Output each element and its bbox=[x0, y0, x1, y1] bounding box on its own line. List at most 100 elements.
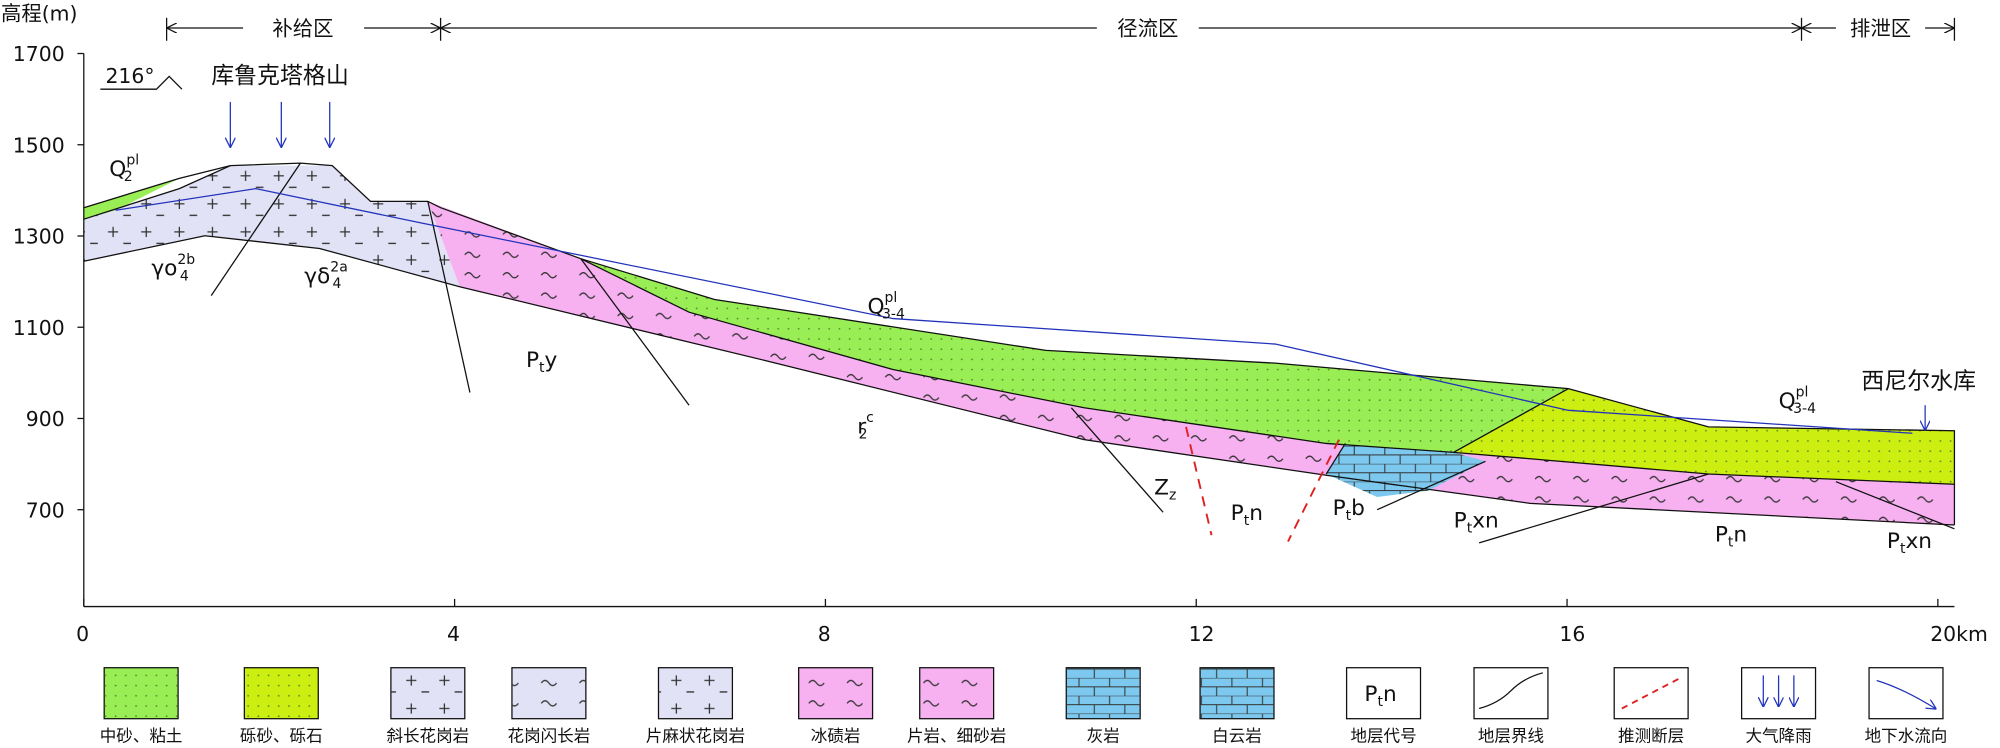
label-after: y bbox=[545, 348, 558, 373]
legend-label: 砾砂、砾石 bbox=[240, 727, 323, 746]
formation-label: Ptxn bbox=[1454, 509, 1499, 537]
legend-pattern bbox=[390, 667, 465, 719]
legend-label: 中砂、粘土 bbox=[100, 727, 183, 746]
formation-label: Qpl 3-4 bbox=[867, 290, 904, 323]
label-sub: 4 bbox=[333, 276, 342, 292]
formation-label: Qpl 3-4 bbox=[1779, 384, 1816, 417]
label-main: P bbox=[1333, 496, 1346, 521]
label-main: r bbox=[857, 414, 866, 439]
label-after: xn bbox=[1472, 509, 1499, 534]
legend-boundary bbox=[1478, 672, 1544, 710]
legend-label: 片麻状花岗岩 bbox=[646, 727, 745, 746]
zone-lines bbox=[165, 17, 1956, 41]
x-tick-label: 0 bbox=[76, 622, 89, 646]
sand-pattern bbox=[580, 258, 1955, 485]
label-sub: 3-4 bbox=[1793, 401, 1816, 417]
label-sub: 2 bbox=[859, 426, 868, 442]
label-sub: t bbox=[539, 360, 545, 376]
label-sub: 3-4 bbox=[882, 307, 905, 323]
label-sup: 2b bbox=[177, 252, 195, 268]
legend-swatch bbox=[1613, 667, 1689, 720]
groundwater-flow bbox=[115, 187, 1913, 434]
formation-label: Ptn bbox=[1715, 523, 1747, 551]
legend-label: 花岗闪长岩 bbox=[508, 727, 591, 746]
y-tick-label: 1300 bbox=[13, 225, 65, 249]
label-sub: t bbox=[1378, 694, 1384, 710]
formation-label: Ptxn bbox=[1887, 529, 1932, 557]
label-main: P bbox=[1887, 529, 1900, 554]
mountain: 库鲁克塔格山 bbox=[211, 63, 349, 89]
granite-pattern bbox=[83, 165, 460, 287]
formation-label: Ptn bbox=[1231, 501, 1263, 529]
legend-label: 地下水流向 bbox=[1865, 727, 1948, 746]
legend-label: 地层代号 bbox=[1350, 727, 1416, 746]
label-sub: t bbox=[1728, 535, 1734, 551]
label-after: xn bbox=[1905, 529, 1932, 554]
y-tick-label: 1700 bbox=[13, 42, 65, 66]
label-sup: 2a bbox=[330, 259, 347, 275]
legend-pattern bbox=[798, 667, 873, 719]
rain-arrows bbox=[230, 101, 1925, 429]
formation-label: Pty bbox=[526, 348, 558, 376]
label-main: γδ bbox=[304, 264, 330, 289]
formation-label: Ptn bbox=[1364, 682, 1396, 710]
boundaries bbox=[83, 162, 1955, 544]
label-main: Q bbox=[109, 157, 126, 182]
label-after: b bbox=[1351, 496, 1365, 521]
formation-label: Zz bbox=[1154, 475, 1176, 503]
label-sup: pl bbox=[126, 152, 139, 168]
label-main: P bbox=[1715, 523, 1728, 548]
label-sup: pl bbox=[1796, 384, 1809, 400]
strike: 216° bbox=[105, 64, 154, 88]
limestone-pattern bbox=[1326, 443, 1486, 497]
legend-label: 灰岩 bbox=[1087, 727, 1120, 746]
label-main: P bbox=[1364, 682, 1377, 707]
zone: 径流区 bbox=[1117, 17, 1178, 41]
label-sub: t bbox=[1346, 508, 1352, 524]
formation-label: Qpl 2 bbox=[109, 152, 139, 185]
label-main: P bbox=[1454, 509, 1467, 534]
legend-label: 片岩、细砂岩 bbox=[907, 727, 1006, 746]
legend-label: 斜长花岗岩 bbox=[386, 727, 469, 746]
legend-pattern bbox=[919, 667, 994, 719]
legend-swatch bbox=[1473, 667, 1549, 720]
y-tick-label: 700 bbox=[26, 498, 65, 522]
label-sub: t bbox=[1244, 513, 1250, 529]
formation-label: γο2b 4 bbox=[151, 252, 195, 285]
reservoir: 西尼尔水库 bbox=[1861, 369, 1976, 395]
y-tick-label: 1500 bbox=[13, 133, 65, 157]
legend-pattern bbox=[244, 667, 319, 719]
legend-pattern bbox=[1200, 667, 1274, 719]
label-sub: 4 bbox=[180, 268, 189, 284]
q2-sand bbox=[83, 178, 180, 220]
legend-label: 地层界线 bbox=[1478, 727, 1544, 746]
x-tick-label: 20km bbox=[1930, 622, 1988, 646]
x-tick-label: 16 bbox=[1559, 622, 1585, 646]
label-main: γο bbox=[151, 256, 177, 281]
label-after: n bbox=[1249, 501, 1263, 526]
label-main: Q bbox=[867, 294, 884, 319]
formation-label: γδ2a 4 bbox=[304, 259, 348, 292]
strike-symbol bbox=[100, 75, 183, 90]
zone: 补给区 bbox=[272, 17, 333, 41]
label-sub: t bbox=[1467, 521, 1473, 537]
legend-label: 白云岩 bbox=[1212, 727, 1262, 746]
x-tick-label: 8 bbox=[818, 622, 831, 646]
label-main: P bbox=[1231, 501, 1244, 526]
legend-swatch bbox=[1345, 667, 1422, 720]
label-after: n bbox=[1383, 682, 1397, 707]
label-sub: t bbox=[1900, 541, 1906, 557]
legend-swatch bbox=[1868, 667, 1944, 720]
legend-label: 大气降雨 bbox=[1745, 727, 1811, 746]
y-tick-label: 900 bbox=[26, 407, 65, 431]
label-main: P bbox=[526, 348, 539, 373]
label-after: n bbox=[1733, 523, 1747, 548]
label-sub: z bbox=[1169, 488, 1176, 504]
formation-label: rc 2 bbox=[857, 410, 874, 443]
legend-label: 冰碛岩 bbox=[811, 727, 861, 746]
x-tick-label: 12 bbox=[1189, 622, 1215, 646]
label-main: Z bbox=[1154, 475, 1169, 500]
legend-pattern bbox=[104, 667, 179, 719]
label-sub: 2 bbox=[124, 169, 133, 185]
